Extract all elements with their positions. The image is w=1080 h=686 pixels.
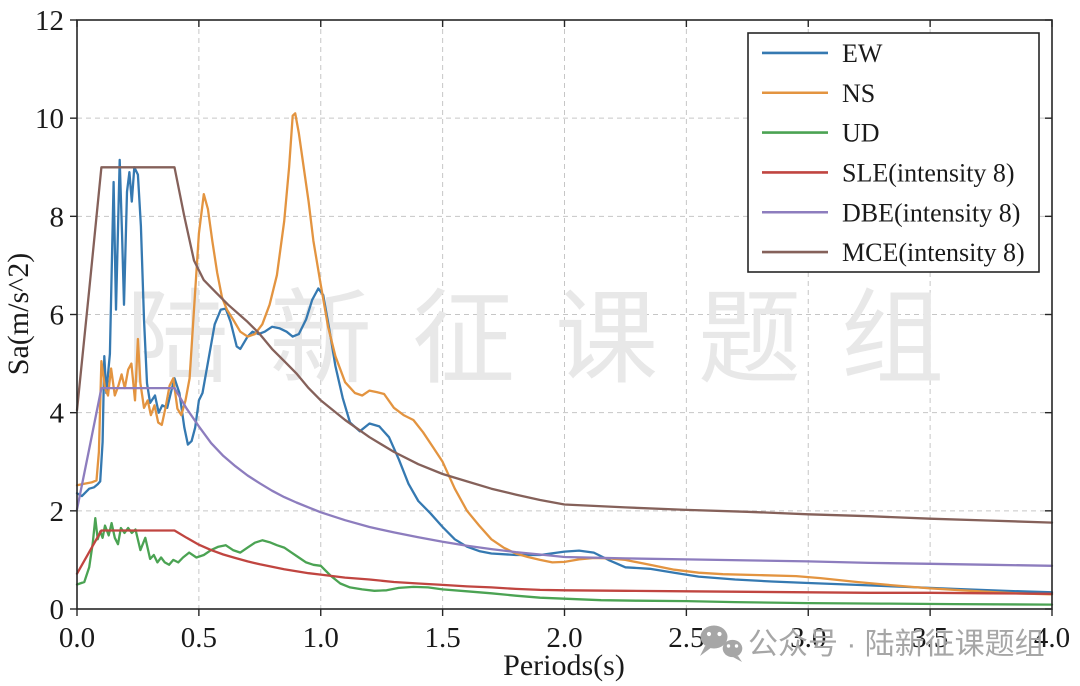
x-tick-label: 3.0 [790,622,826,654]
wechat-icon [700,625,743,662]
x-tick-label: 1.0 [303,622,339,654]
series-lines [75,112,1054,606]
x-tick-label: 4.0 [1034,622,1070,654]
center-watermark: 陆新征课题组 [126,281,984,396]
legend: EW NS UD SLE(intensity 8) DBE(intensity 8) MC… [747,32,1040,273]
tick-marks [70,19,1053,616]
legend-entry: MCE(intensity 8) [762,238,1025,267]
tick-labels: 0.0 0.5 1.0 1.5 2.0 2.5 3.0 3.5 4.0 0 2 4 6 8 10 12 [35,5,1070,654]
series-line-dbe-intensity-8- [75,386,1054,567]
y-tick-label: 8 [50,201,65,233]
legend-box [747,32,1040,273]
x-tick-label: 0.5 [181,622,217,654]
y-tick-label: 10 [35,103,64,135]
y-tick-label: 4 [50,398,65,430]
y-tick-label: 12 [35,5,64,37]
legend-label: MCE(intensity 8) [842,238,1025,267]
legend-entry: UD [762,119,880,148]
x-tick-label: 2.0 [546,622,582,654]
series-line-ud [75,517,1054,606]
x-tick-label: 3.5 [912,622,948,654]
legend-entry: SLE(intensity 8) [762,158,1015,187]
legend-label: NS [842,79,875,108]
legend-label: DBE(intensity 8) [842,198,1020,227]
x-tick-label: 2.5 [668,622,704,654]
x-tick-label: 1.5 [425,622,461,654]
legend-entry: EW [762,39,883,68]
legend-label: UD [842,119,880,148]
x-axis-title: Periods(s) [503,649,625,682]
bottom-watermark: 公众号 · 陆新征课题组 [700,625,1045,662]
series-line-sle-intensity-8- [75,529,1054,595]
legend-label: EW [842,39,883,68]
y-tick-label: 6 [50,300,65,332]
legend-label: SLE(intensity 8) [842,158,1015,187]
series-line-mce-intensity-8- [75,166,1054,524]
legend-entry: DBE(intensity 8) [762,198,1020,227]
y-tick-label: 2 [50,496,65,528]
bottom-watermark-text: 公众号 · 陆新征课题组 [748,628,1045,661]
x-tick-label: 0.0 [59,622,95,654]
y-axis-title: Sa(m/s^2) [2,253,35,375]
series-line-ns [75,112,1054,596]
legend-entry: NS [762,79,875,108]
y-tick-label: 0 [50,594,65,626]
